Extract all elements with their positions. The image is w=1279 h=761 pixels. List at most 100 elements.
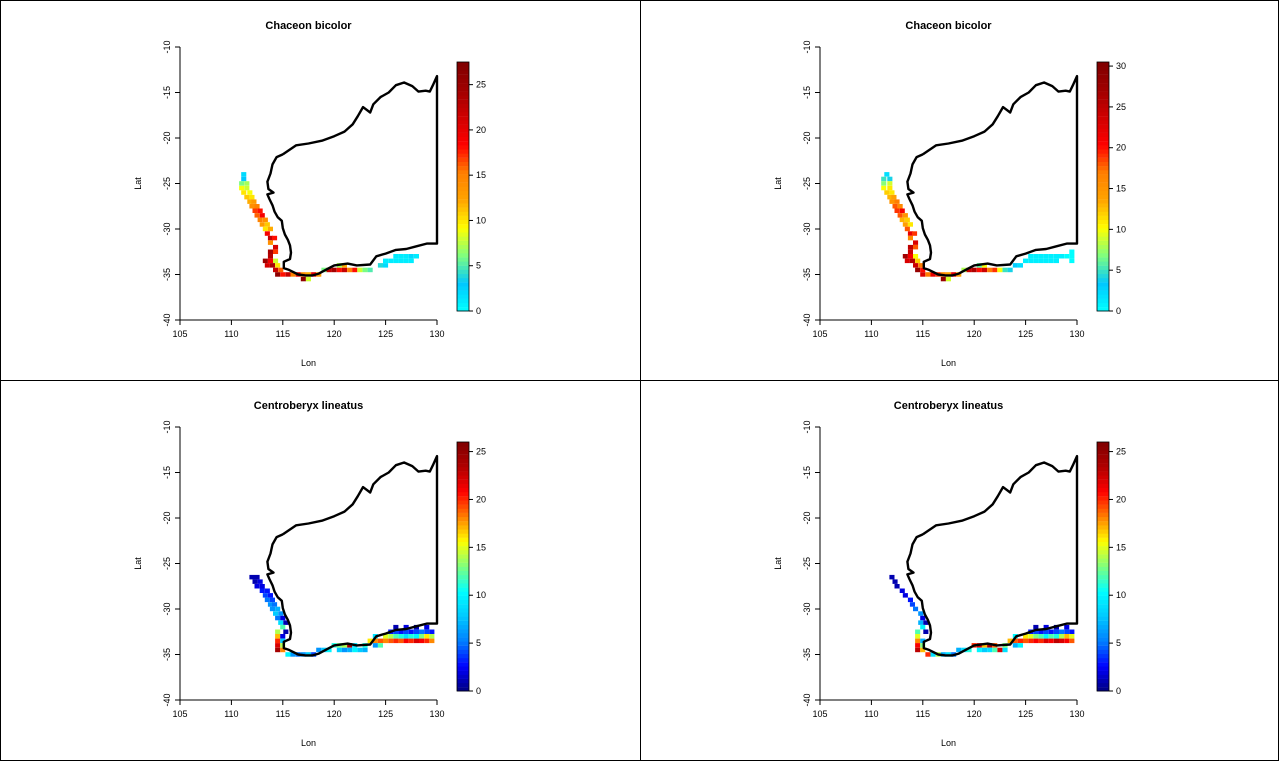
data-cell (367, 638, 373, 644)
axes: 105 110 115 120 125 130 -10 -15 -20 -25 -30 -35 -40 (162, 420, 445, 719)
colorbar-step (1097, 286, 1109, 291)
colorbar-step (1097, 161, 1109, 167)
colorbar-step (1097, 190, 1109, 196)
colorbar-step (1097, 512, 1109, 518)
y-tick-label: -20 (802, 511, 812, 524)
data-cell (981, 647, 987, 653)
x-tick-label: 115 (276, 709, 290, 719)
colorbar-tick-label: 20 (1116, 143, 1126, 153)
data-cell (388, 258, 394, 264)
data-cell (241, 190, 247, 195)
colorbar-step (1097, 574, 1109, 580)
colorbar-step (1097, 306, 1109, 312)
data-cell (907, 244, 913, 250)
data-cell (257, 579, 263, 584)
data-cell (1012, 638, 1018, 644)
colorbar-tick-label: 10 (1116, 224, 1126, 234)
data-cell (1069, 258, 1075, 264)
colorbar-step (457, 504, 469, 509)
x-axis-label: Lon (941, 358, 956, 368)
data-cell (257, 208, 263, 213)
data-cell (902, 254, 908, 259)
colorbar-step (457, 599, 469, 605)
data-cell (259, 584, 265, 589)
data-cell (264, 263, 270, 268)
colorbar-step (457, 107, 469, 113)
data-cell (241, 172, 247, 177)
data-cell (1048, 634, 1054, 639)
x-tick-label: 130 (429, 329, 444, 339)
y-tick-label: -30 (162, 222, 172, 235)
data-cell (393, 634, 399, 639)
data-cell (992, 647, 998, 653)
colorbar-step (457, 670, 469, 675)
data-cell (352, 647, 358, 653)
data-cell (316, 647, 322, 653)
colorbar-step (457, 198, 469, 204)
data-cell (915, 267, 921, 273)
colorbar-step (457, 298, 469, 304)
data-cell (892, 579, 898, 584)
data-cell (1048, 629, 1054, 634)
data-cell (278, 620, 284, 625)
colorbar-step (1097, 78, 1109, 84)
colorbar-step (1097, 657, 1109, 663)
colorbar-step (1097, 558, 1109, 563)
data-cell (976, 267, 982, 273)
colorbar-step (457, 637, 469, 642)
data-cell (280, 647, 286, 653)
colorbar-step (457, 228, 469, 233)
x-tick-label: 130 (1069, 329, 1084, 339)
colorbar-step (1097, 487, 1109, 493)
colorbar-step (457, 591, 469, 596)
data-cell (1028, 634, 1034, 639)
colorbar-step (1097, 562, 1109, 567)
colorbar-tick-label: 0 (1116, 306, 1121, 316)
colorbar-step (1097, 211, 1109, 216)
colorbar-step (1097, 277, 1109, 283)
data-cell (987, 643, 993, 648)
colorbar-step (1097, 670, 1109, 675)
data-cell (372, 643, 378, 648)
colorbar-step (1097, 107, 1109, 113)
data-cell (419, 634, 425, 639)
data-cell (267, 254, 273, 259)
colorbar-step (457, 558, 469, 563)
colorbar-step (457, 653, 469, 659)
data-cell (1059, 254, 1065, 259)
colorbar-step (1097, 232, 1109, 237)
colorbar-step (457, 525, 469, 530)
data-cell (1017, 638, 1023, 644)
colorbar-step (457, 157, 469, 162)
colorbar-step (457, 545, 469, 551)
colorbar-step (457, 115, 469, 121)
colorbar-step (457, 641, 469, 646)
colorbar-tick-label: 5 (1116, 638, 1121, 648)
data-cell (262, 226, 268, 232)
colorbar-step (457, 458, 469, 464)
colorbar-step (457, 624, 469, 630)
colorbar-step (1097, 236, 1109, 241)
data-cell (902, 593, 908, 598)
colorbar-step (1097, 653, 1109, 659)
colorbar-step (1097, 591, 1109, 596)
data-cell (1043, 254, 1049, 259)
colorbar-step (1097, 620, 1109, 625)
colorbar-step (457, 178, 469, 183)
colorbar-step (1097, 628, 1109, 634)
colorbar-step (1097, 462, 1109, 468)
data-cell (259, 213, 265, 218)
data-cell (1053, 629, 1059, 634)
colorbar-step (1097, 128, 1109, 133)
data-cell (362, 267, 368, 273)
data-cell (403, 634, 409, 639)
data-cell (920, 272, 926, 277)
colorbar-step (457, 257, 469, 262)
colorbar-step (1097, 674, 1109, 679)
data-cell (388, 634, 394, 639)
colorbar-step (1097, 616, 1109, 621)
colorbar-step (1097, 495, 1109, 501)
data-cell (275, 647, 281, 653)
